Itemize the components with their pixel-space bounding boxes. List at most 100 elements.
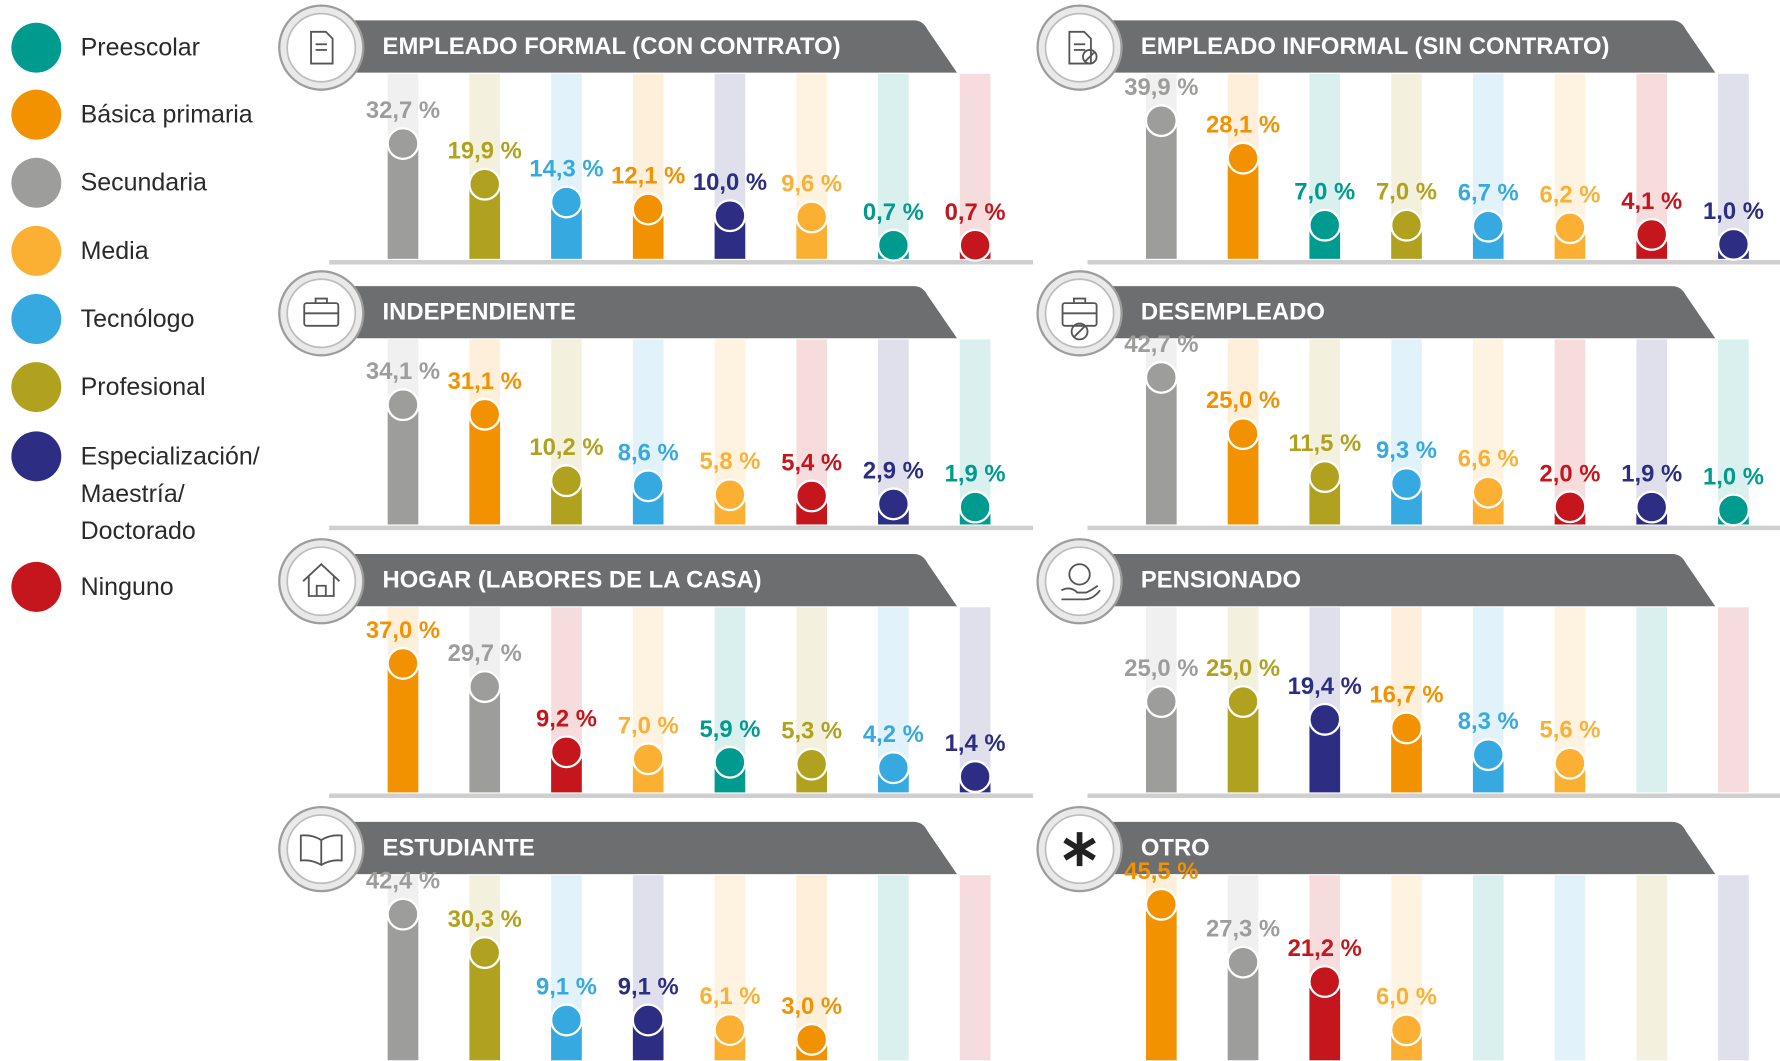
value-label: 19,4 % [1288,673,1362,700]
bar [469,686,501,793]
value-label: 2,9 % [863,457,924,484]
icon-part [1068,30,1092,65]
icon-bg [1044,546,1115,617]
value-label: 7,0 % [618,712,679,739]
panel: INDEPENDIENTE 34,1 % 31,1 % 10,2 % 8,6 % 5,8 … [278,270,1034,531]
bar-cap [1226,685,1260,719]
panel: ESTUDIANTE 42,4 % 30,3 % 9,1 % 9,1 % 6,1 % 3,0… [278,805,991,1061]
value-label: 45,5 % [1124,858,1198,885]
value-label: 5,9 % [699,716,760,743]
bar [1145,120,1177,259]
legend-label: Preescolar [80,32,200,62]
value-label: 10,2 % [529,434,603,461]
bar-cap [386,127,420,160]
legend-label: Media [80,236,149,265]
bar [1145,904,1177,1061]
value-label: 9,1 % [618,974,679,1001]
value-label: 21,2 % [1288,935,1362,962]
bar-cap [1308,208,1342,242]
value-label: 6,1 % [699,983,760,1010]
chart-title: OTRO [1141,834,1210,861]
bar [387,404,419,525]
value-label: 42,7 % [1124,331,1198,358]
bar-cap [795,747,829,781]
bar-cap [550,464,583,498]
value-label: 9,6 % [781,170,842,197]
value-label: 1,0 % [1703,463,1764,490]
bar [1145,377,1177,525]
value-label: 42,4 % [366,868,440,895]
icon-bg [286,12,357,83]
bar-cap [713,199,747,233]
icon-part [1072,297,1087,304]
legend-item: Preescolar [0,22,274,73]
value-label: 7,0 % [1294,179,1355,206]
legend-label: Básica primaria [80,99,253,129]
bar [469,952,501,1061]
bar-cap [795,200,829,234]
value-label: 0,7 % [945,199,1006,226]
value-label: 1,9 % [1621,461,1682,488]
bar-cap [1144,887,1178,921]
value-label: 3,0 % [781,993,842,1020]
bar-cap [1390,467,1423,501]
legend-swatch [11,561,62,612]
value-label: 28,1 % [1206,112,1280,139]
legend-swatch [11,157,62,208]
icon-part [303,302,340,327]
bar-cap [876,751,910,785]
title-bar [321,821,957,875]
bar [469,414,501,525]
legend-item: Tecnólogo [0,294,274,344]
bar-cap [468,936,502,970]
bar-cap [713,1013,747,1046]
bar-cap [631,742,665,776]
value-label: 1,0 % [1703,198,1764,225]
chart-title: EMPLEADO FORMAL (CON CONTRATO) [383,33,841,60]
icon-part [302,562,341,597]
value-label: 32,7 % [366,97,440,124]
bar-cap [876,228,910,262]
icon-part [1082,49,1098,65]
bar-cap [1553,211,1587,245]
legend-label: Secundaria [80,168,207,197]
icon-part [1063,832,1096,867]
bar-track [1636,607,1668,793]
icon-part [299,834,343,867]
bar-cap [1471,738,1505,772]
title-bar [321,553,957,607]
value-label: 6,6 % [1458,446,1519,473]
value-label: 9,1 % [536,974,597,1001]
value-label: 1,9 % [945,461,1006,488]
icon-bg [286,546,357,617]
value-label: 5,3 % [781,718,842,745]
value-label: 37,0 % [366,617,440,644]
bar-cap [468,397,502,431]
chart-title: ESTUDIANTE [383,834,535,861]
value-label: 29,7 % [448,640,522,667]
legend-label: Profesional [80,372,206,401]
legend-item: Profesional [0,362,274,413]
value-label: 6,7 % [1458,180,1519,207]
panel: EMPLEADO INFORMAL (SIN CONTRATO) 39,9 % 28… [1036,4,1780,265]
value-label: 4,1 % [1621,188,1682,215]
legend-swatch [11,225,62,276]
chart-title: PENSIONADO [1141,567,1301,594]
bar-track [878,73,909,259]
chart-title: DESEMPLEADO [1141,299,1325,326]
icon-part [1084,51,1095,62]
bar-track [1554,875,1586,1061]
legend-label: Ninguno [80,572,174,601]
bar-cap [958,228,992,262]
value-label: 8,6 % [618,439,679,466]
bar-cap [631,192,665,226]
bar-cap [386,388,420,422]
icon-part [1068,563,1091,586]
bar-cap [1553,746,1587,780]
bar-track [1472,875,1504,1061]
bar [1227,158,1259,259]
panel: HOGAR (LABORES DE LA CASA) 37,0 % 29,7 % 9,… [278,538,1034,799]
icon-part [1073,325,1086,338]
